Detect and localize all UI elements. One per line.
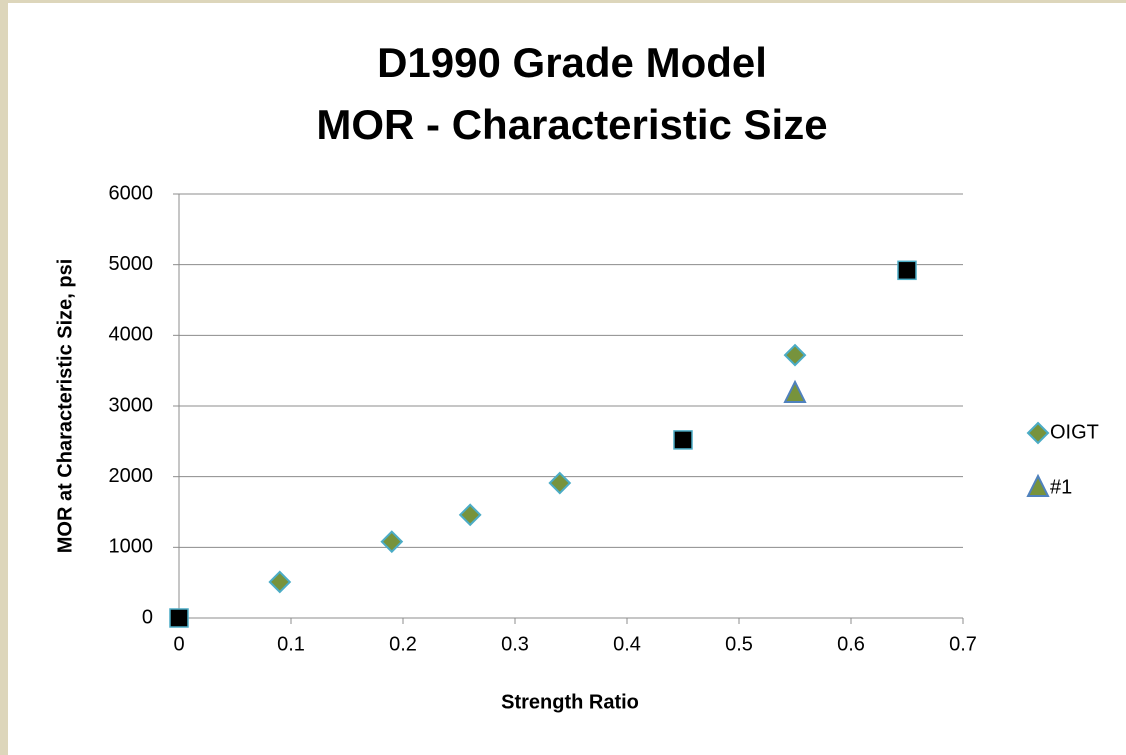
data-point xyxy=(548,471,572,495)
x-tick-label: 0.7 xyxy=(949,633,977,655)
x-tick-label: 0.3 xyxy=(501,633,529,655)
y-axis-label: MOR at Characteristic Size, psi xyxy=(54,259,76,554)
y-tick-label: 4000 xyxy=(109,324,154,346)
y-tick-label: 6000 xyxy=(109,182,154,204)
data-point xyxy=(783,379,807,403)
legend-label: OIGT xyxy=(1050,421,1099,443)
data-point xyxy=(268,570,292,594)
y-tick-label: 3000 xyxy=(109,394,154,416)
legend-marker xyxy=(1026,421,1050,445)
data-point xyxy=(783,343,807,367)
x-tick-label: 0.5 xyxy=(725,633,753,655)
x-tick-label: 0 xyxy=(173,633,184,655)
x-tick-label: 0.6 xyxy=(837,633,865,655)
x-tick-label: 0.2 xyxy=(389,633,417,655)
data-point xyxy=(380,530,404,554)
x-axis-label: Strength Ratio xyxy=(501,691,639,713)
chart: D1990 Grade Model MOR - Characteristic S… xyxy=(8,3,1126,755)
data-point xyxy=(897,260,917,281)
y-tick-label: 2000 xyxy=(109,465,154,487)
y-tick-label: 1000 xyxy=(109,536,154,558)
y-tick-label: 0 xyxy=(142,606,153,628)
data-point xyxy=(169,608,189,628)
data-point xyxy=(673,430,693,450)
chart-title: D1990 Grade Model xyxy=(377,39,767,86)
legend-label: #1 xyxy=(1050,476,1072,498)
x-tick-label: 0.1 xyxy=(277,633,305,655)
data-point xyxy=(458,503,482,527)
x-tick-label: 0.4 xyxy=(613,633,641,655)
legend-marker xyxy=(1026,473,1050,497)
y-tick-label: 5000 xyxy=(109,253,154,275)
chart-title: MOR - Characteristic Size xyxy=(316,101,827,148)
